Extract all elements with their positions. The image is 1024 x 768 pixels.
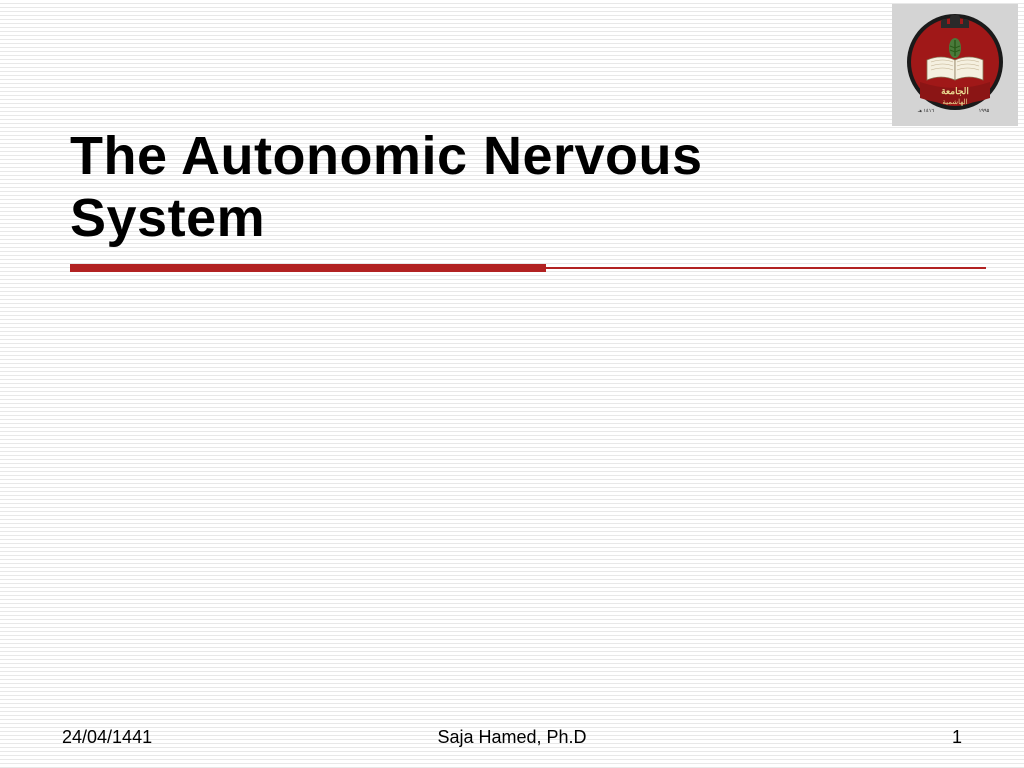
- svg-text:الجامعة: الجامعة: [941, 86, 969, 96]
- slide-title: The Autonomic Nervous System: [70, 125, 894, 249]
- svg-text:١٤١٦ هـ: ١٤١٦ هـ: [917, 108, 935, 114]
- title-underline: [70, 264, 986, 272]
- underline-thick: [70, 264, 546, 272]
- logo-badge: الجامعة الهاشمية ١٤١٦ هـ ١٩٩٥: [898, 10, 1012, 120]
- footer-page-number: 1: [952, 727, 962, 748]
- svg-text:١٩٩٥: ١٩٩٥: [979, 108, 990, 114]
- slide-background: [0, 0, 1024, 768]
- university-logo: الجامعة الهاشمية ١٤١٦ هـ ١٩٩٥: [892, 4, 1018, 126]
- svg-text:الهاشمية: الهاشمية: [942, 98, 967, 106]
- footer-date: 24/04/1441: [62, 727, 152, 748]
- footer-author: Saja Hamed, Ph.D: [437, 727, 586, 748]
- title-block: The Autonomic Nervous System: [70, 125, 894, 249]
